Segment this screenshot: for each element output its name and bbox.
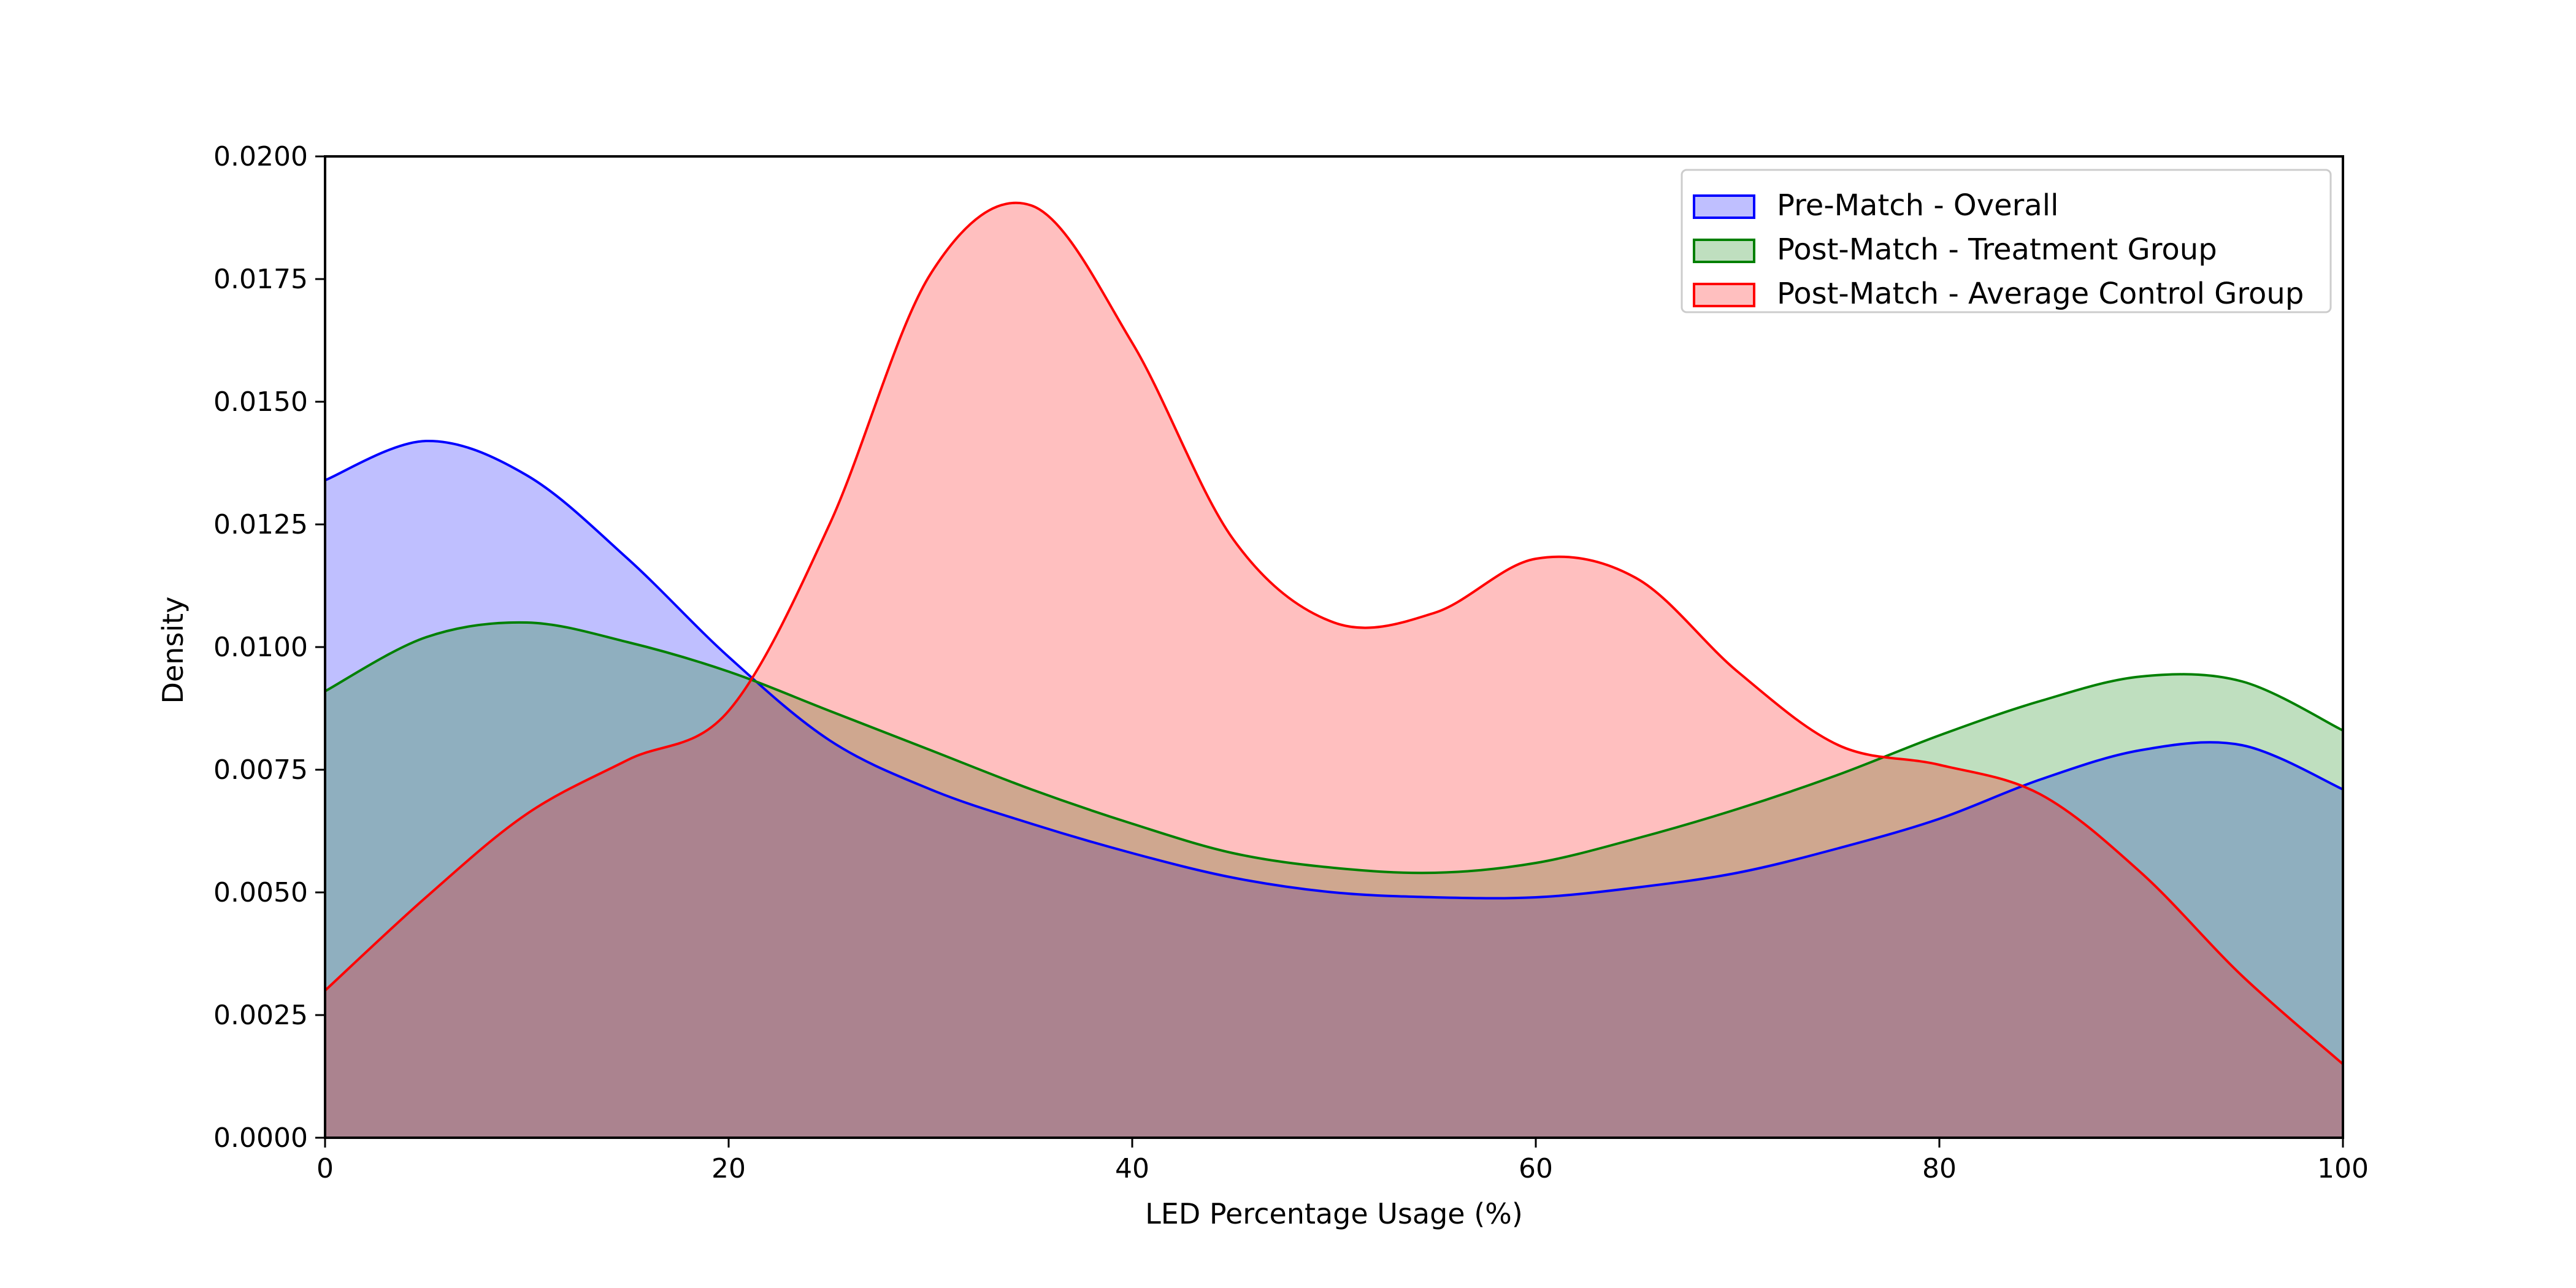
series-1-area bbox=[325, 440, 2343, 1138]
density-areas bbox=[325, 202, 2343, 1138]
legend-swatch bbox=[1693, 194, 1755, 219]
legend-box bbox=[1681, 169, 2332, 313]
series-1-line bbox=[324, 439, 2344, 900]
y-tick-label: 0.0200 bbox=[213, 141, 308, 172]
series-3-line bbox=[324, 201, 2344, 1065]
legend-swatch bbox=[1693, 283, 1755, 307]
y-axis-label: Density bbox=[156, 597, 190, 704]
x-tick-label: 80 bbox=[1922, 1153, 1957, 1184]
y-tick-label: 0.0075 bbox=[213, 754, 308, 786]
x-tick-label: 40 bbox=[1115, 1153, 1149, 1184]
x-tick-label: 60 bbox=[1519, 1153, 1553, 1184]
y-tick-label: 0.0150 bbox=[213, 386, 308, 418]
y-tick-label: 0.0000 bbox=[213, 1122, 308, 1154]
legend-label: Pre-Match - Overall bbox=[1777, 188, 2058, 223]
legend: Pre-Match - Overall Post-Match - Treatmen… bbox=[1681, 169, 2332, 313]
x-tick-label: 20 bbox=[711, 1153, 746, 1184]
legend-label: Post-Match - Average Control Group bbox=[1777, 277, 2304, 311]
y-tick-label: 0.0025 bbox=[213, 1000, 308, 1031]
series-2-area bbox=[325, 622, 2343, 1138]
legend-label: Post-Match - Treatment Group bbox=[1777, 232, 2217, 267]
y-tick-label: 0.0100 bbox=[213, 632, 308, 663]
x-tick-label: 100 bbox=[2317, 1153, 2369, 1184]
x-axis-ticks: 0 20 40 60 80 100 bbox=[316, 1138, 2369, 1184]
y-axis-ticks: 0.0000 0.0025 0.0050 0.0075 0.0100 0.0125 0.01… bbox=[213, 141, 325, 1154]
series-3-area bbox=[325, 202, 2343, 1138]
y-tick-label: 0.0125 bbox=[213, 509, 308, 540]
x-axis-label: LED Percentage Usage (%) bbox=[1145, 1197, 1523, 1230]
series-2-line bbox=[324, 621, 2344, 875]
x-tick-label: 0 bbox=[316, 1153, 334, 1184]
y-tick-label: 0.0175 bbox=[213, 264, 308, 295]
legend-swatch bbox=[1693, 239, 1755, 263]
density-lines bbox=[324, 201, 2344, 1065]
y-tick-label: 0.0050 bbox=[213, 877, 308, 908]
